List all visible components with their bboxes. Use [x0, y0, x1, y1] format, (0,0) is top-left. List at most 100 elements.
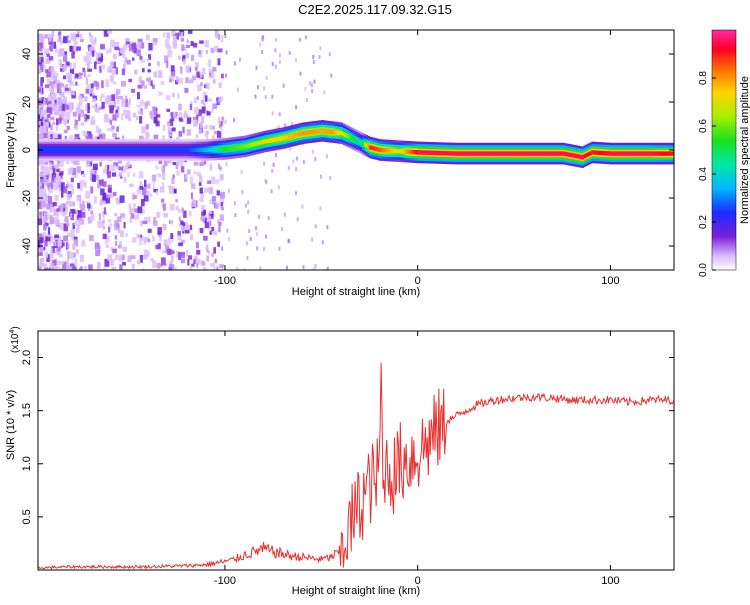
noise-speckle [216, 266, 219, 270]
ridge-cell [157, 147, 160, 153]
ridge-cell [454, 151, 457, 156]
noise-speckle [170, 65, 175, 72]
noise-speckle [86, 200, 91, 205]
noise-speckle [57, 134, 62, 143]
ridge-cell [273, 137, 276, 142]
ridge-cell [80, 147, 83, 153]
noise-speckle [296, 156, 299, 161]
noise-speckle [214, 258, 217, 264]
ridge-cell [126, 147, 129, 153]
noise-speckle [56, 98, 61, 106]
noise-speckle [87, 203, 91, 209]
noise-speckle [271, 62, 274, 67]
noise-speckle [185, 65, 191, 73]
ridge-cell [147, 147, 151, 153]
noise-speckle [63, 186, 68, 194]
noise-speckle [192, 75, 196, 81]
noise-speckle [80, 266, 83, 270]
noise-speckle [90, 186, 94, 194]
noise-speckle [75, 119, 78, 127]
ridge-cell [666, 151, 669, 156]
noise-speckle [210, 47, 215, 54]
noise-speckle [83, 55, 87, 62]
noise-speckle [60, 38, 63, 45]
noise-speckle [70, 81, 74, 86]
noise-speckle [321, 240, 324, 245]
noise-speckle [100, 221, 105, 228]
noise-speckle [59, 48, 65, 56]
colorbar-tick-label-4: 0.8 [698, 71, 709, 85]
noise-speckle [217, 33, 220, 40]
ridge-cell [409, 149, 413, 155]
noise-speckle [83, 181, 87, 188]
noise-speckle [142, 254, 148, 260]
noise-speckle [113, 191, 117, 197]
noise-speckle [48, 122, 51, 128]
noise-speckle [113, 100, 116, 108]
noise-speckle [244, 203, 247, 208]
noise-speckle [56, 158, 60, 167]
noise-speckle [125, 99, 129, 108]
ridge-cell [523, 151, 526, 156]
noise-speckle [102, 233, 107, 240]
noise-speckle [57, 107, 60, 113]
ridge-cell [282, 135, 286, 141]
noise-speckle [147, 81, 153, 86]
noise-speckle [199, 227, 204, 234]
ridge-cell [635, 151, 638, 156]
noise-speckle [38, 201, 41, 210]
noise-speckle [182, 225, 187, 232]
noise-speckle [116, 198, 121, 205]
noise-speckle [66, 181, 70, 187]
ridge-cell [381, 147, 384, 153]
noise-speckle [177, 157, 180, 165]
noise-speckle [125, 41, 131, 45]
ridge-cell [485, 151, 488, 156]
noise-speckle [116, 126, 119, 132]
noise-speckle [139, 185, 144, 190]
ridge-cell [404, 149, 407, 154]
noise-speckle [294, 191, 297, 196]
ridge-cell [47, 147, 50, 153]
noise-speckle [186, 129, 191, 136]
noise-speckle [274, 48, 277, 53]
noise-speckle [136, 115, 139, 120]
noise-speckle [186, 114, 190, 118]
noise-speckle [120, 175, 123, 179]
noise-speckle [104, 113, 109, 117]
ridge-cell [633, 151, 636, 156]
noise-speckle [41, 182, 45, 189]
noise-speckle [219, 214, 225, 222]
noise-speckle [184, 224, 190, 231]
noise-speckle [207, 215, 211, 223]
noise-speckle [191, 183, 196, 190]
ridge-cell [76, 147, 79, 153]
noise-speckle [68, 101, 72, 109]
noise-speckle [54, 45, 57, 54]
ridge-cell [144, 147, 147, 153]
ridge-cell [473, 151, 476, 156]
noise-speckle [71, 51, 75, 59]
ridge-cell [188, 147, 191, 153]
noise-speckle [177, 92, 180, 99]
noise-speckle [120, 80, 126, 87]
noise-speckle [312, 267, 315, 270]
noise-speckle [263, 161, 266, 166]
noise-speckle [173, 35, 177, 40]
noise-speckle [184, 110, 188, 118]
noise-speckle [68, 135, 73, 140]
ridge-cell [263, 139, 266, 144]
noise-speckle [107, 165, 110, 171]
noise-speckle [271, 168, 274, 173]
colorbar: 0.0 0.2 0.4 0.6 0.8 Normalized spectral ampl… [698, 29, 750, 277]
noise-speckle [152, 38, 158, 43]
noise-speckle [184, 87, 189, 93]
noise-speckle [172, 161, 176, 166]
ridge-cell [107, 147, 110, 153]
noise-speckle [89, 134, 93, 142]
noise-speckle [70, 213, 75, 221]
ridge-cell [128, 147, 131, 153]
spectrogram-y-tick-label-3: 20 [21, 96, 33, 108]
noise-speckle [132, 112, 137, 118]
noise-speckle [77, 182, 81, 189]
